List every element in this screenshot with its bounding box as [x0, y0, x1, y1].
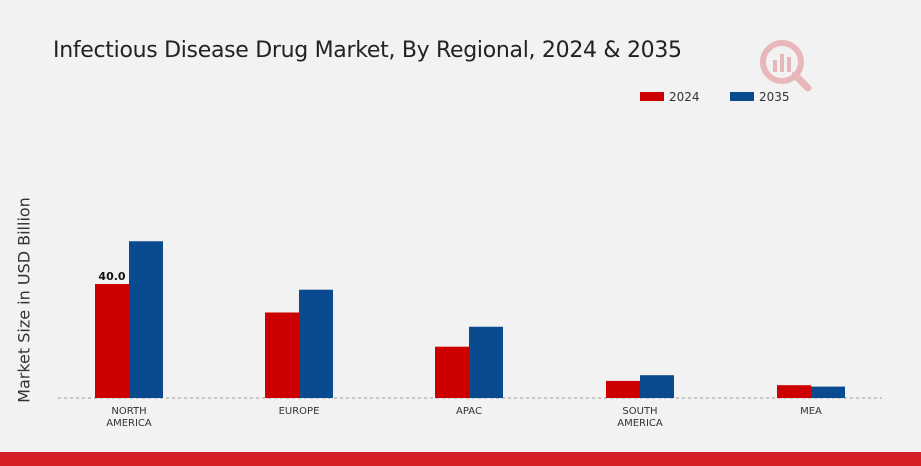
bar-2035-3	[640, 375, 674, 398]
bar-2024-2	[435, 346, 469, 398]
x-tick-label-2: APAC	[456, 406, 482, 417]
legend-label-2024: 2024	[669, 90, 700, 104]
bar-2035-1	[299, 289, 333, 398]
bar-2024-1	[265, 312, 299, 398]
legend-swatch-2024	[640, 92, 664, 101]
chart-title: Infectious Disease Drug Market, By Regio…	[53, 38, 682, 63]
bar-2024-4	[777, 385, 811, 398]
bar-2024-0	[95, 284, 129, 398]
x-tick-label-1: EUROPE	[279, 406, 320, 417]
bar-2024-3	[606, 380, 640, 398]
legend-swatch-2035	[730, 92, 754, 101]
x-tick-label-0: NORTH AMERICA	[106, 406, 152, 429]
bottom-accent-bar	[0, 452, 921, 466]
x-tick-label-3: SOUTH AMERICA	[617, 406, 663, 429]
bar-2035-0	[129, 241, 163, 398]
x-tick-label-4: MEA	[800, 406, 822, 417]
data-label-0: 40.0	[98, 270, 125, 283]
legend-label-2035: 2035	[759, 90, 790, 104]
bar-2035-2	[469, 326, 503, 398]
brand-logo-icon	[760, 40, 812, 92]
bar-2035-4	[811, 386, 845, 398]
